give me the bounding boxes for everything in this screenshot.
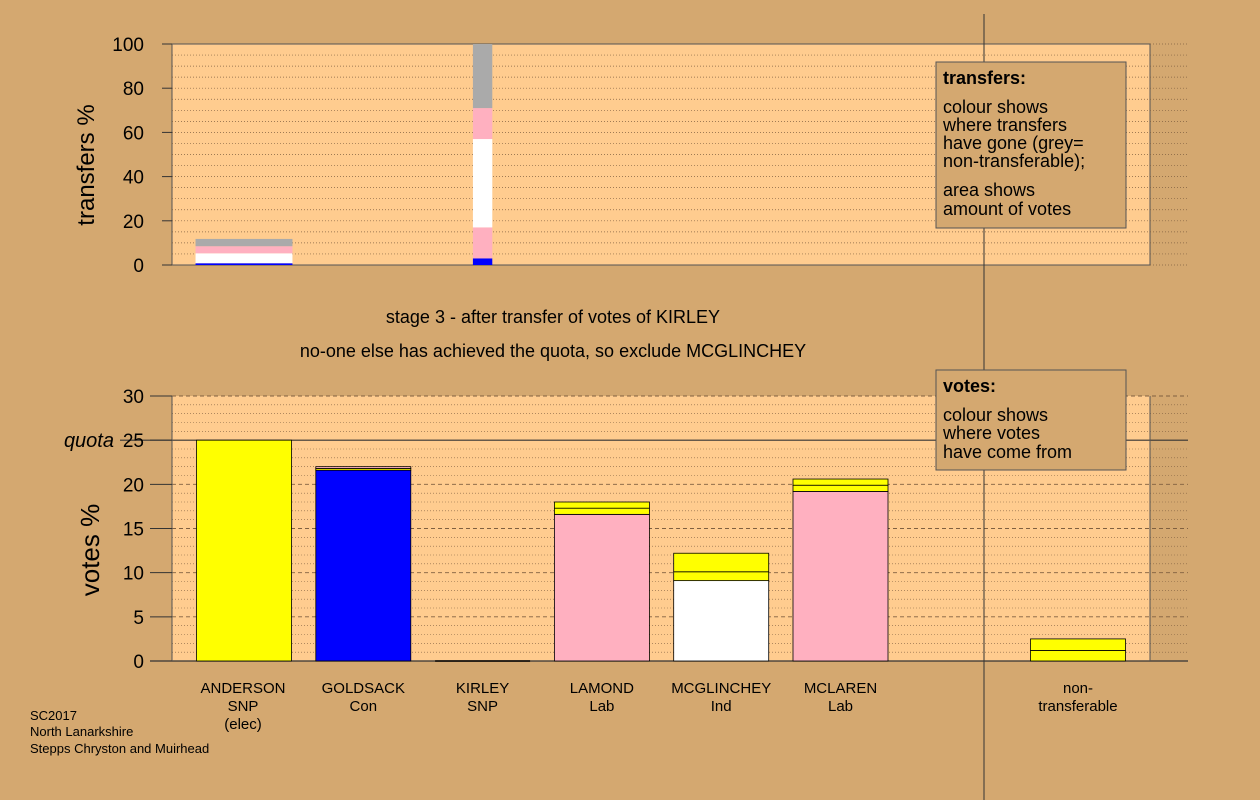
- tick-label: 30: [123, 387, 144, 408]
- tick-label: 20: [123, 475, 144, 496]
- transfers-bars: [195, 44, 493, 265]
- transfer-segment: [195, 246, 293, 254]
- category-label: ANDERSON: [200, 680, 285, 697]
- tick-label: 5: [133, 608, 144, 629]
- transfer-segment: [195, 263, 293, 265]
- stage-line-1: stage 3 - after transfer of votes of KIR…: [386, 307, 720, 327]
- tick-label: 0: [133, 256, 144, 277]
- stage-line-2: no-one else has achieved the quota, so e…: [300, 341, 806, 361]
- vote-segment: [554, 507, 650, 515]
- category-label: LAMOND: [570, 680, 634, 697]
- tick-label: 0: [133, 652, 144, 673]
- category-sublabel: Ind: [711, 698, 732, 715]
- transfer-segment: [195, 253, 293, 264]
- category-sublabel: SNP: [228, 698, 259, 715]
- votes-bars: [196, 439, 1126, 662]
- category-sublabel: Lab: [828, 698, 853, 715]
- votes-legend: votes: colour shows where votes have com…: [935, 369, 1127, 471]
- vote-segment: [315, 469, 412, 662]
- votes-legend-title: votes:: [943, 376, 996, 396]
- transfers-legend-line: non-transferable);: [943, 151, 1085, 171]
- votes-legend-line: colour shows: [943, 405, 1048, 425]
- transfer-segment: [472, 108, 493, 140]
- vote-segment: [315, 466, 412, 469]
- votes-y-axis-label: votes %: [75, 504, 105, 597]
- vote-segment: [554, 513, 650, 662]
- category-label: KIRLEY: [456, 680, 509, 697]
- vote-segment: [673, 571, 770, 582]
- vote-segment: [792, 490, 889, 662]
- tick-label: 80: [123, 79, 144, 100]
- vote-segment: [196, 439, 292, 662]
- transfer-segment: [472, 139, 493, 228]
- transfer-segment: [195, 238, 293, 247]
- category-label: non-: [1063, 680, 1093, 697]
- quota-label: quota: [64, 430, 114, 452]
- footer-election: SC2017: [30, 708, 77, 723]
- category-label: MCLAREN: [804, 680, 877, 697]
- tick-label: 100: [112, 35, 144, 56]
- category-sublabel: Con: [350, 698, 378, 715]
- tick-label: 25: [123, 431, 144, 452]
- tick-label: 40: [123, 168, 144, 189]
- transfer-segment: [472, 227, 493, 259]
- votes-legend-line: where votes: [942, 423, 1040, 443]
- transfers-legend-line: have gone (grey=: [943, 133, 1084, 153]
- transfers-y-axis: 0 20 40 60 80 100: [112, 35, 172, 277]
- transfers-legend-line: colour shows: [943, 97, 1048, 117]
- tick-label: 10: [123, 564, 144, 585]
- tick-label: 15: [123, 520, 144, 541]
- footer-ward: Stepps Chryston and Muirhead: [30, 741, 209, 756]
- category-sublabel: (elec): [224, 716, 262, 733]
- vote-segment: [673, 580, 770, 662]
- transfers-legend-line: where transfers: [942, 115, 1067, 135]
- vote-segment: [792, 484, 889, 492]
- transfer-segment: [472, 44, 493, 109]
- transfers-legend-line: area shows: [943, 180, 1035, 200]
- category-sublabel: Lab: [589, 698, 614, 715]
- vote-segment: [792, 478, 889, 486]
- votes-legend-line: have come from: [943, 442, 1072, 462]
- votes-category-labels: ANDERSONSNP(elec)GOLDSACKConKIRLEYSNPLAM…: [200, 680, 1117, 733]
- vote-segment: [673, 552, 770, 573]
- category-label: MCGLINCHEY: [671, 680, 771, 697]
- transfer-segment: [472, 258, 493, 265]
- category-sublabel: SNP: [467, 698, 498, 715]
- transfers-y-axis-label: transfers %: [73, 104, 100, 225]
- tick-label: 60: [123, 123, 144, 144]
- vote-segment: [1030, 638, 1126, 651]
- vote-segment: [1030, 650, 1126, 662]
- transfers-legend-title: transfers:: [943, 68, 1026, 88]
- votes-y-axis: 0 5 10 15 20 25 30: [123, 387, 172, 673]
- vote-segment: [554, 501, 650, 509]
- transfers-legend: transfers: colour shows where transfers …: [935, 61, 1127, 229]
- category-label: GOLDSACK: [322, 680, 405, 697]
- transfers-legend-line: amount of votes: [943, 199, 1071, 219]
- footer-council: North Lanarkshire: [30, 724, 133, 739]
- category-sublabel: transferable: [1038, 698, 1117, 715]
- tick-label: 20: [123, 212, 144, 233]
